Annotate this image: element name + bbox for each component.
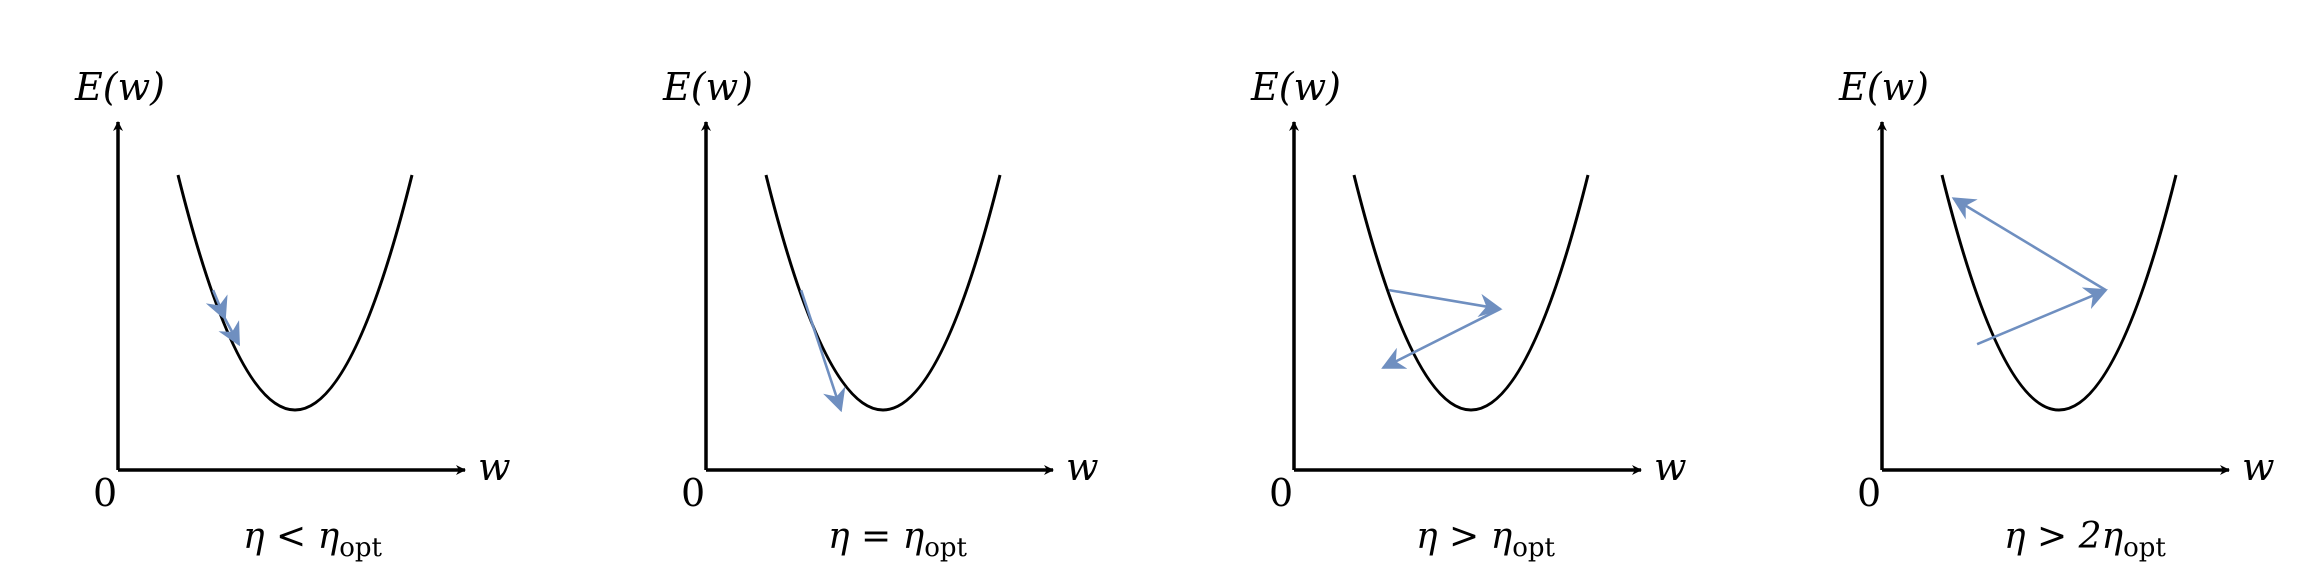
caption-main: η > 2η xyxy=(2004,516,2124,557)
gradient-step-arrow xyxy=(1383,309,1500,368)
gradient-step-arrow xyxy=(801,290,841,410)
step-arrows xyxy=(213,290,239,344)
x-axis-label: w xyxy=(2242,445,2275,489)
panel-2: E(w) w 0 η = ηopt xyxy=(662,65,1099,563)
caption: η > ηopt xyxy=(1416,516,1555,563)
caption: η < ηopt xyxy=(243,516,382,563)
x-axis-label: w xyxy=(1654,445,1687,489)
origin-label: 0 xyxy=(681,471,705,515)
y-axis-label: E(w) xyxy=(662,65,753,109)
caption-subscript: opt xyxy=(2123,533,2166,563)
gradient-step-arrow xyxy=(1977,290,2106,344)
caption-main: η = η xyxy=(828,516,925,557)
gradient-step-arrow xyxy=(1389,290,1500,309)
caption: η > 2ηopt xyxy=(2004,516,2166,563)
x-axis-label: w xyxy=(1066,445,1099,489)
caption-subscript: opt xyxy=(924,533,967,563)
caption: η = ηopt xyxy=(828,516,967,563)
origin-label: 0 xyxy=(1857,471,1881,515)
gradient-step-arrow xyxy=(1954,199,2106,291)
step-arrows xyxy=(1954,199,2106,345)
origin-label: 0 xyxy=(1269,471,1293,515)
panel-1: E(w) w 0 η < ηopt xyxy=(74,65,511,563)
y-axis-label: E(w) xyxy=(1250,65,1341,109)
caption-subscript: opt xyxy=(339,533,382,563)
y-axis-label: E(w) xyxy=(1838,65,1929,109)
x-axis-label: w xyxy=(478,445,511,489)
caption-main: η > η xyxy=(1416,516,1513,557)
error-curve xyxy=(1942,175,2176,410)
panel-3: E(w) w 0 η > ηopt xyxy=(1250,65,1687,563)
caption-subscript: opt xyxy=(1512,533,1555,563)
caption-main: η < η xyxy=(243,516,340,557)
y-axis-label: E(w) xyxy=(74,65,165,109)
panel-4: E(w) w 0 η > 2ηopt xyxy=(1838,65,2275,563)
origin-label: 0 xyxy=(93,471,117,515)
step-arrows xyxy=(801,290,841,410)
error-curve xyxy=(1354,175,1588,410)
